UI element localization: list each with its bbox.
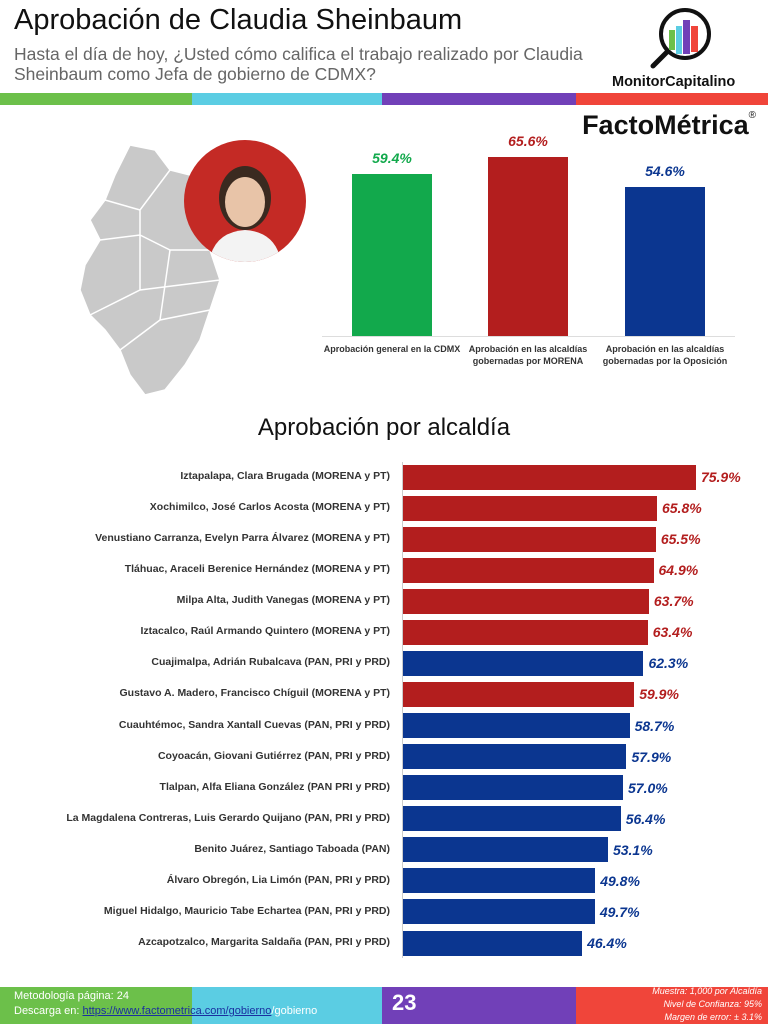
top-chart-baseline <box>322 336 735 337</box>
alcaldia-label: Gustavo A. Madero, Francisco Chíguil (MO… <box>119 687 390 700</box>
alcaldia-value: 65.8% <box>661 500 702 517</box>
alcaldia-bar <box>403 526 656 552</box>
page-subtitle: Hasta el día de hoy, ¿Usted cómo calific… <box>14 44 583 84</box>
top-bar-value: 54.6% <box>645 162 685 179</box>
factometrica-logo: FactoMétrica® <box>582 110 756 140</box>
download-suffix: /gobierno <box>271 1005 318 1017</box>
alcaldia-value: 64.9% <box>658 562 699 579</box>
color-stripe-green <box>0 93 192 105</box>
alcaldia-label: Milpa Alta, Judith Vanegas (MORENA y PT) <box>176 594 390 607</box>
alcaldia-label: Miguel Hidalgo, Mauricio Tabe Echartea (… <box>103 904 390 917</box>
alcaldia-bar <box>403 713 630 739</box>
alcaldia-label: Álvaro Obregón, Lia Limón (PAN, PRI y PR… <box>166 873 390 886</box>
alcaldia-bar <box>403 557 654 583</box>
color-stripe-cyan <box>192 93 382 105</box>
top-bar-value: 65.6% <box>508 132 548 149</box>
confidence-text: Nivel de Confianza: 95% <box>663 999 762 1009</box>
alcaldia-value: 53.1% <box>612 841 653 858</box>
alcaldia-bar <box>403 775 624 801</box>
alcaldia-value: 65.5% <box>660 531 701 548</box>
alcaldia-bar <box>403 837 608 863</box>
download-prefix: Descarga en: <box>14 1005 83 1017</box>
color-stripe-red <box>576 93 768 105</box>
alcaldia-label: Xochimilco, José Carlos Acosta (MORENA y… <box>149 501 390 514</box>
top-bar <box>488 156 568 336</box>
alcaldia-bar <box>403 899 595 925</box>
alcaldia-label: La Magdalena Contreras, Luis Gerardo Qui… <box>66 811 390 824</box>
top-bar-label: Aprobación en las alcaldías gobernadas p… <box>602 344 728 366</box>
bottom-chart-axis <box>402 462 403 958</box>
alcaldia-label: Cuauhtémoc, Sandra Xantall Cuevas (PAN, … <box>118 718 390 731</box>
alcaldia-bar <box>403 619 648 645</box>
alcaldia-value: 63.4% <box>652 624 693 641</box>
alcaldia-label: Benito Juárez, Santiago Taboada (PAN) <box>194 842 390 855</box>
factometrica-logo-text: FactoMétrica <box>582 110 749 140</box>
claudia-sheinbaum-photo <box>184 140 306 262</box>
alcaldia-bar <box>403 806 621 832</box>
footer-red <box>576 987 768 1024</box>
top-bar <box>352 173 432 336</box>
alcaldia-value: 75.9% <box>700 469 741 485</box>
alcaldia-value: 56.4% <box>625 810 666 827</box>
alcaldia-bar <box>403 868 596 894</box>
alcaldia-bar <box>403 650 644 676</box>
top-bar-value: 59.4% <box>372 149 412 166</box>
top-bar <box>625 186 705 336</box>
alcaldia-label: Tláhuac, Araceli Berenice Hernández (MOR… <box>124 563 390 576</box>
alcaldia-label: Iztacalco, Raúl Armando Quintero (MORENA… <box>140 625 391 638</box>
alcaldia-bar <box>403 464 696 490</box>
alcaldia-bar <box>403 588 649 614</box>
alcaldia-label: Tlalpan, Alfa Eliana González (PAN PRI y… <box>159 780 390 793</box>
sample-text: Muestra: 1,000 por Alcaldía <box>652 986 762 996</box>
alcaldia-bar <box>403 681 635 707</box>
top-bar-label: Aprobación en las alcaldías gobernadas p… <box>468 344 588 366</box>
alcaldia-value: 62.3% <box>648 655 689 672</box>
alcaldia-value: 63.7% <box>653 593 694 610</box>
alcaldia-bar <box>403 930 583 956</box>
page-number: 23 <box>392 990 417 1015</box>
error-text: Margen de error: ± 3.1% <box>664 1012 762 1022</box>
alcaldia-value: 57.0% <box>628 779 668 796</box>
alcaldia-value: 58.7% <box>634 717 675 734</box>
alcaldia-bar <box>403 495 657 521</box>
top-bar-label: Aprobación general en la CDMX <box>323 344 461 354</box>
alcaldia-value: 57.9% <box>631 748 672 765</box>
alcaldia-label: Coyoacán, Giovani Gutiérrez (PAN, PRI y … <box>157 749 390 762</box>
alcaldia-value: 46.4% <box>587 935 627 952</box>
section-title: Aprobación por alcaldía <box>257 414 511 441</box>
alcaldia-label: Venustiano Carranza, Evelyn Parra Álvare… <box>95 532 390 545</box>
footer-cyan <box>192 987 382 1024</box>
download-text: Descarga en: https://www.factometrica.co… <box>14 1005 317 1017</box>
alcaldia-value: 49.8% <box>600 872 640 889</box>
page-title: Aprobación de Claudia Sheinbaum <box>14 4 463 36</box>
alcaldia-bar <box>403 744 627 770</box>
download-link[interactable]: https://www.factometrica.com/gobierno <box>82 1005 272 1017</box>
monitor-capitalino-logo-icon <box>645 4 715 74</box>
footer-green <box>0 987 192 1024</box>
footer-purple <box>382 987 576 1024</box>
alcaldia-label: Cuajimalpa, Adrián Rubalcava (PAN, PRI y… <box>151 656 390 669</box>
alcaldia-value: 59.9% <box>639 686 679 703</box>
alcaldia-label: Azcapotzalco, Margarita Saldaña (PAN, PR… <box>138 936 390 949</box>
color-stripe-purple <box>382 93 576 105</box>
alcaldia-value: 49.7% <box>599 903 640 920</box>
methodology-text: Metodología página: 24 <box>14 990 129 1002</box>
monitor-capitalino-logo-text: MonitorCapitalino <box>612 74 736 90</box>
alcaldia-label: Iztapalapa, Clara Brugada (MORENA y PT) <box>180 470 390 482</box>
